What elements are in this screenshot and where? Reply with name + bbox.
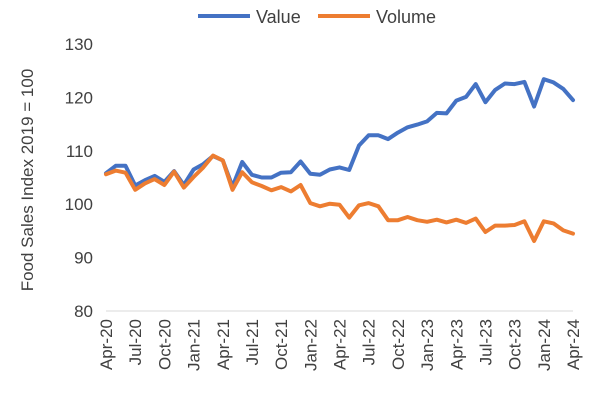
- y-axis-title: Food Sales Index 2019 = 100: [18, 69, 37, 292]
- series-line-value: [104, 77, 575, 189]
- legend-label-value: Value: [256, 7, 301, 27]
- x-tick-label: Jan-22: [301, 319, 320, 371]
- x-tick-label: Jan-21: [185, 319, 204, 371]
- x-tick-label: Apr-23: [447, 319, 466, 370]
- y-tick-label: 120: [65, 88, 93, 107]
- x-tick-label: Jul-22: [360, 319, 379, 365]
- x-tick-label: Jan-24: [535, 319, 554, 371]
- y-tick-label: 80: [74, 302, 93, 321]
- x-tick-label: Jan-23: [418, 319, 437, 371]
- series-line-volume: [104, 153, 575, 243]
- x-tick-label: Jul-20: [126, 319, 145, 365]
- y-tick-label: 100: [65, 195, 93, 214]
- y-tick-label: 110: [66, 142, 93, 161]
- x-tick-label: Apr-24: [564, 319, 583, 370]
- legend: Value Volume: [198, 7, 436, 27]
- x-tick-label: Jul-21: [243, 319, 262, 365]
- x-tick-label: Oct-21: [272, 319, 291, 370]
- x-tick-label: Jul-23: [476, 319, 495, 365]
- series-lines: [104, 77, 575, 243]
- x-tick-label: Oct-23: [506, 319, 525, 370]
- y-axis-ticks: 80 90 100 110 120 130: [65, 35, 93, 321]
- legend-label-volume: Volume: [376, 7, 436, 27]
- y-tick-label: 90: [74, 249, 93, 268]
- x-tick-label: Apr-20: [97, 319, 116, 370]
- y-tick-label: 130: [65, 35, 93, 54]
- x-tick-label: Oct-22: [389, 319, 408, 370]
- x-tick-label: Oct-20: [155, 319, 174, 370]
- x-tick-label: Apr-22: [331, 319, 350, 370]
- x-axis-ticks: Apr-20 Jul-20 Oct-20 Jan-21 Apr-21 Jul-21 Oct-…: [97, 319, 583, 371]
- x-tick-label: Apr-21: [214, 319, 233, 370]
